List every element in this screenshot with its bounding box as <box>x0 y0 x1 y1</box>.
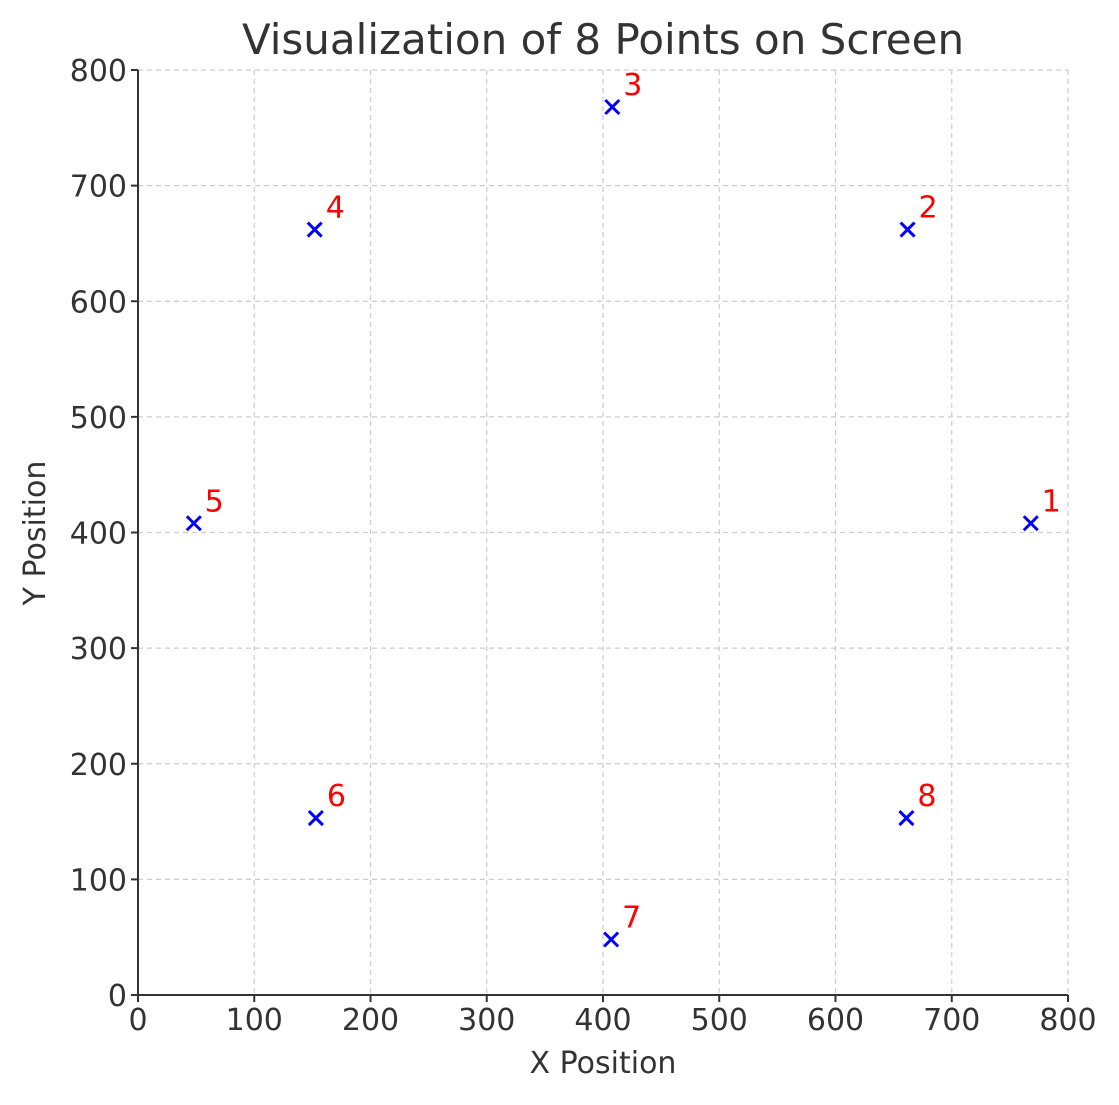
point-marker <box>899 221 916 238</box>
chart-title: Visualization of 8 Points on Screen <box>242 15 964 64</box>
data-point-6: 6 <box>307 779 346 827</box>
data-points: 1 2 3 4 5 6 7 8 <box>185 68 1061 948</box>
point-label: 4 <box>326 191 345 226</box>
x-tick-label: 300 <box>458 1003 515 1038</box>
data-point-4: 4 <box>306 191 345 238</box>
y-tick-label: 700 <box>70 170 127 205</box>
point-label: 7 <box>622 901 641 936</box>
y-tick-label: 200 <box>70 748 127 783</box>
y-axis-label: Y Position <box>18 461 53 607</box>
x-tick-label: 200 <box>342 1003 399 1038</box>
data-point-8: 8 <box>898 779 937 827</box>
y-tick-label: 400 <box>70 517 127 552</box>
data-point-3: 3 <box>604 68 642 116</box>
data-point-1: 1 <box>1022 484 1061 532</box>
y-tick-label: 100 <box>70 863 127 898</box>
point-marker <box>185 515 202 532</box>
x-tick-label: 600 <box>807 1003 864 1038</box>
point-label: 3 <box>623 68 642 103</box>
point-marker <box>306 221 323 238</box>
x-tick-label: 0 <box>128 1003 147 1038</box>
y-tick-label: 500 <box>70 401 127 436</box>
point-label: 8 <box>917 779 936 814</box>
y-tick-label: 600 <box>70 285 127 320</box>
ticks: 0 100 200 300 400 500 600 700 800 0 100 200 300 400 50… <box>70 54 1097 1038</box>
y-tick-label: 0 <box>108 979 127 1014</box>
point-marker <box>898 810 915 827</box>
grid <box>137 69 1069 996</box>
x-tick-label: 700 <box>923 1003 980 1038</box>
point-label: 5 <box>205 484 224 519</box>
point-label: 1 <box>1042 484 1061 519</box>
point-marker <box>603 931 620 948</box>
point-marker <box>604 98 621 116</box>
point-label: 6 <box>327 779 346 814</box>
point-marker <box>307 810 324 827</box>
x-axis-label: X Position <box>530 1046 677 1081</box>
y-tick-label: 800 <box>70 54 127 89</box>
data-point-2: 2 <box>899 191 938 238</box>
x-tick-label: 100 <box>226 1003 283 1038</box>
y-tick-label: 300 <box>70 632 127 667</box>
point-label: 2 <box>919 191 938 226</box>
data-point-5: 5 <box>185 484 224 532</box>
x-tick-label: 500 <box>691 1003 748 1038</box>
x-tick-label: 400 <box>574 1003 631 1038</box>
data-point-7: 7 <box>603 901 641 948</box>
point-marker <box>1022 515 1039 532</box>
x-tick-label: 800 <box>1039 1003 1096 1038</box>
